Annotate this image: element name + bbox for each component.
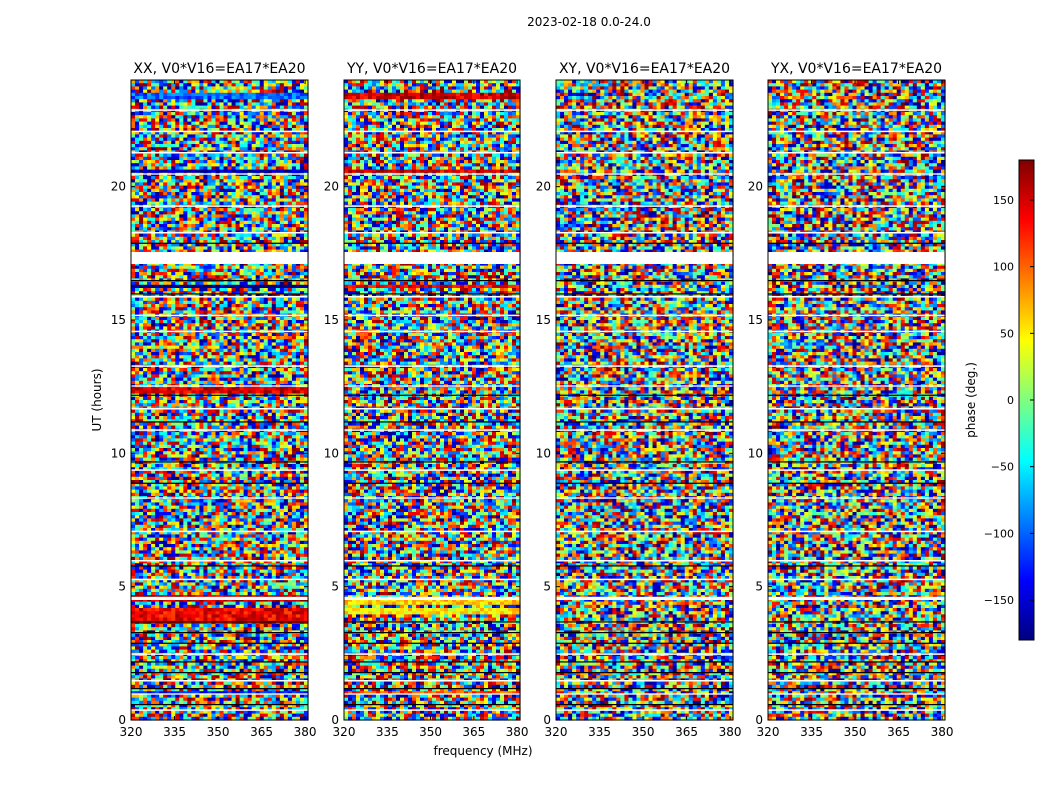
figure-suptitle: 2023-02-18 0.0-24.0 xyxy=(527,15,651,29)
heatmap-cells xyxy=(131,80,309,721)
figure: 2023-02-18 0.0-24.0 XX, V0*V16=EA17*EA20… xyxy=(0,0,1050,800)
